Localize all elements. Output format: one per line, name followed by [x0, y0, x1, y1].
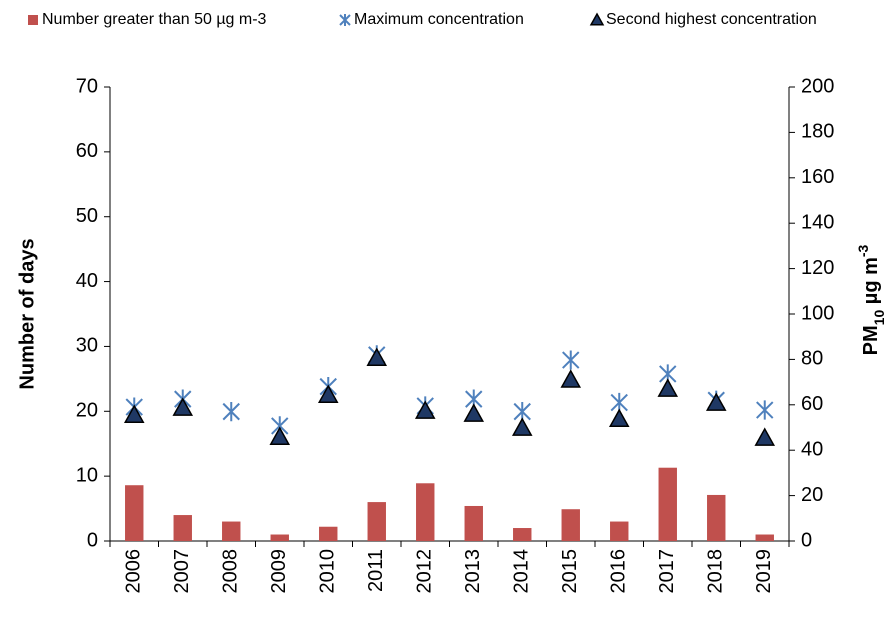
- legend-swatch: [28, 15, 38, 25]
- star-marker: [756, 400, 774, 420]
- x-tick-label: 2018: [705, 549, 727, 594]
- star-shape: [222, 402, 240, 422]
- x-tick-label: 2008: [220, 549, 242, 594]
- bar: [319, 526, 338, 541]
- triangle-marker: [366, 347, 388, 366]
- y2-title-part: -3: [855, 244, 871, 257]
- triangle-shape: [172, 397, 194, 416]
- star-marker: [222, 402, 240, 422]
- y-tick-label: 30: [76, 335, 98, 357]
- triangle-shape: [608, 408, 630, 428]
- y-tick-label: 70: [76, 75, 98, 97]
- x-tick-label: 2013: [462, 549, 484, 594]
- star-marker: [562, 350, 580, 370]
- triangle-shape: [317, 384, 339, 403]
- y2-tick-label: 140: [801, 211, 834, 233]
- y2-tick-label: 120: [801, 257, 834, 279]
- bar: [464, 505, 483, 541]
- x-tick-label: 2012: [414, 549, 436, 594]
- y-tick-label: 40: [76, 270, 98, 292]
- bar: [416, 483, 435, 541]
- y-tick-label: 50: [76, 205, 98, 227]
- bar: [707, 494, 726, 541]
- y2-tick-label: 60: [801, 393, 823, 415]
- triangle-shape: [754, 427, 776, 446]
- triangle-marker: [560, 369, 582, 388]
- x-tick-label: 2019: [753, 549, 775, 594]
- y2-tick-label: 100: [801, 302, 834, 324]
- legend-label: Second highest concentration: [606, 11, 817, 28]
- legend-marker: [339, 14, 351, 26]
- triangle-marker: [269, 426, 291, 445]
- triangle-marker: [657, 378, 679, 397]
- y-tick-label: 60: [76, 140, 98, 162]
- triangle-marker: [414, 400, 436, 419]
- x-tick-label: 2007: [171, 549, 193, 594]
- triangle-marker: [705, 392, 727, 411]
- x-tick-label: 2011: [365, 549, 387, 592]
- bar: [125, 485, 144, 541]
- star-shape: [562, 350, 580, 370]
- y2-title-part: PM: [860, 325, 882, 355]
- x-tick-label: 2010: [317, 549, 339, 594]
- y2-title-part: µg m: [860, 257, 882, 310]
- bar: [561, 509, 580, 541]
- triangle-shape: [705, 392, 727, 411]
- triangle-marker: [172, 397, 194, 416]
- triangle-shape: [463, 403, 485, 422]
- triangle-marker: [608, 408, 630, 428]
- x-tick-label: 2009: [268, 549, 290, 594]
- triangle-marker: [317, 384, 339, 403]
- x-tick-label: 2006: [123, 549, 145, 594]
- triangle-marker: [463, 403, 485, 422]
- triangle-shape: [511, 417, 533, 436]
- y-tick-label: 10: [76, 464, 98, 486]
- triangle-marker: [511, 417, 533, 436]
- triangle-marker: [754, 427, 776, 446]
- triangle-shape: [589, 12, 605, 26]
- y2-axis-title: PM10 µg m-3: [855, 244, 887, 355]
- bar: [610, 521, 629, 541]
- star-shape: [756, 400, 774, 420]
- y-tick-label: 20: [76, 400, 98, 422]
- bar: [222, 521, 241, 541]
- triangle-shape: [123, 404, 145, 423]
- bar: [755, 534, 774, 541]
- y2-tick-label: 40: [801, 438, 823, 460]
- bar: [658, 467, 677, 541]
- bar: [513, 528, 532, 541]
- y2-tick-label: 180: [801, 121, 834, 143]
- legend-label: Number greater than 50 µg m-3: [42, 11, 267, 28]
- y2-tick-label: 200: [801, 75, 834, 97]
- y2-tick-label: 80: [801, 348, 823, 370]
- x-tick-label: 2015: [559, 549, 581, 594]
- triangle-marker: [123, 404, 145, 423]
- bar: [173, 515, 192, 541]
- y2-tick-label: 0: [801, 529, 812, 551]
- x-tick-label: 2014: [511, 549, 533, 594]
- star-shape: [339, 14, 351, 26]
- triangle-shape: [269, 426, 291, 445]
- legend-marker: [589, 12, 605, 26]
- bar: [367, 502, 386, 541]
- triangle-shape: [414, 400, 436, 419]
- bar: [270, 534, 289, 541]
- x-tick-label: 2017: [656, 549, 678, 594]
- legend-marker: [28, 15, 38, 25]
- y-tick-label: 0: [87, 529, 98, 551]
- triangle-shape: [560, 369, 582, 388]
- y2-tick-label: 160: [801, 166, 834, 188]
- legend-label: Maximum concentration: [354, 11, 524, 28]
- x-tick-label: 2016: [608, 549, 630, 594]
- triangle-shape: [366, 347, 388, 366]
- y-axis-title: Number of days: [16, 238, 38, 389]
- y2-title-part: 10: [871, 310, 887, 326]
- triangle-shape: [657, 378, 679, 397]
- y2-tick-label: 20: [801, 484, 823, 506]
